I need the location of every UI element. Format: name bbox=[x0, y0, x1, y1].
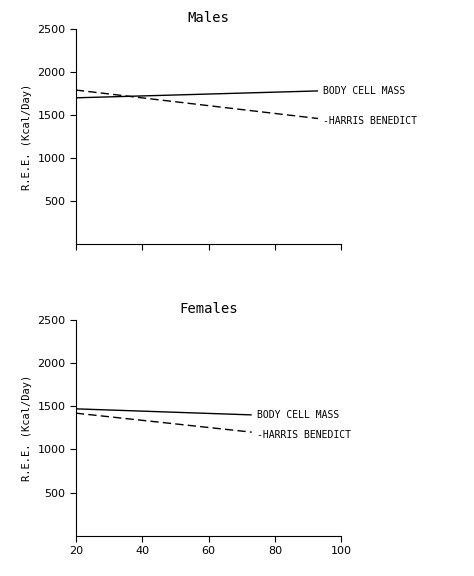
Y-axis label: R.E.E. (Kcal/Day): R.E.E. (Kcal/Day) bbox=[22, 375, 32, 481]
Title: Males: Males bbox=[188, 11, 229, 25]
Text: -HARRIS BENEDICT: -HARRIS BENEDICT bbox=[257, 430, 351, 439]
Title: Females: Females bbox=[179, 302, 238, 316]
Text: BODY CELL MASS: BODY CELL MASS bbox=[257, 410, 339, 420]
Text: BODY CELL MASS: BODY CELL MASS bbox=[323, 86, 405, 96]
Text: -HARRIS BENEDICT: -HARRIS BENEDICT bbox=[323, 116, 417, 126]
Y-axis label: R.E.E. (Kcal/Day): R.E.E. (Kcal/Day) bbox=[22, 84, 32, 190]
